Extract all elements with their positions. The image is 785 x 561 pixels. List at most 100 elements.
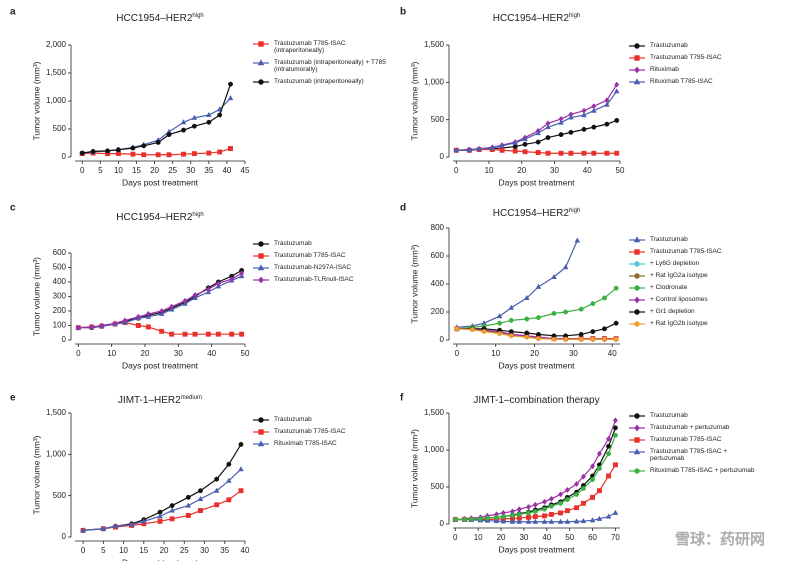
legend-item: Trastuzumab T785-ISAC [628,436,758,444]
marker [499,147,505,153]
marker [590,494,595,500]
marker [545,135,551,141]
marker [214,476,220,482]
marker [191,123,197,129]
marker [215,280,221,287]
legend-item: Trastuzumab-N297A-ISAC [252,264,392,272]
panel-label: f [400,393,404,404]
legend-swatch [629,78,645,85]
title-text: JIMT-1–HER2 [118,395,181,406]
marker [558,510,563,516]
marker [606,473,612,479]
marker [180,119,187,125]
marker [185,502,192,508]
panel-label: b [400,7,406,18]
x-tick-label: 25 [168,166,177,175]
marker [130,145,136,151]
legend-swatch [253,41,269,47]
marker [169,503,175,509]
y-tick-label: 0 [62,152,67,161]
marker [581,126,587,132]
y-axis-label: Tumor volume (mm³) [409,429,419,508]
legend-swatch [629,424,645,432]
marker [508,329,514,335]
marker [181,151,186,157]
x-tick-label: 20 [497,533,506,542]
marker [522,135,528,142]
marker [613,320,619,326]
marker [634,309,640,315]
marker [532,508,538,514]
marker [535,129,541,136]
marker [145,310,151,317]
legend-item: Trastuzumab T785-ISAC [628,54,753,62]
title-superscript: high [569,208,580,214]
marker [557,518,564,524]
marker [166,132,172,138]
y-tick-label: 100 [53,321,67,330]
legend-item: Trastuzumab T785-ISAC [252,252,392,260]
marker [182,297,188,304]
x-tick-label: 35 [204,166,213,175]
marker [634,55,640,61]
y-tick-label: 1,000 [424,77,445,86]
marker [568,114,574,120]
chart-title: HCC1954–HER2high [493,13,581,24]
x-tick-label: 0 [80,166,85,175]
x-tick-label: 60 [588,533,597,542]
legend-label: Trastuzumab T785-ISAC [650,54,722,61]
marker [568,150,574,156]
legend-label: + Control liposomes [650,296,708,303]
legend-label: Trastuzumab T785-ISAC [274,428,346,435]
series-line [82,97,231,154]
marker [500,518,507,524]
legend-item: Trastuzumab T785-ISAC [628,248,753,256]
marker [580,500,586,506]
series-line [456,240,578,328]
marker [516,511,522,517]
legend-item: + Ly6G depletion [628,260,753,268]
legend-label: Trastuzumab T785-ISAC [274,252,346,259]
marker [574,505,579,511]
x-tick-label: 10 [485,166,494,175]
marker [564,518,571,524]
legend-swatch [629,468,645,474]
marker [225,477,232,483]
marker [217,149,223,155]
x-tick-label: 50 [616,166,625,175]
marker [191,151,197,157]
marker [500,514,506,520]
marker [198,508,203,513]
x-tick-label: 25 [180,546,189,555]
marker [239,270,245,277]
legend: Trastuzumab Trastuzumab T785-ISAC Rituxima… [628,42,753,90]
marker [604,121,610,127]
marker [228,81,233,87]
legend-item: + Clodronate [628,284,753,292]
x-tick-label: 0 [455,349,460,358]
x-axis-label: Days post treatment [122,177,199,187]
marker [192,331,198,337]
marker [634,437,640,443]
marker [197,495,204,501]
marker [508,304,515,310]
marker [535,139,541,145]
marker [613,88,620,94]
marker [634,249,640,255]
x-tick-label: 30 [174,349,183,358]
marker [558,150,564,156]
marker [122,317,128,324]
marker [558,132,564,138]
x-axis-label: Days post treatment [122,360,199,370]
marker [169,516,175,522]
marker [606,435,612,442]
marker [213,487,220,493]
panel-label: c [10,203,16,214]
marker [169,303,175,310]
marker [258,276,264,284]
marker [548,503,554,509]
legend-swatch [629,273,645,279]
x-tick-label: 0 [453,533,458,542]
marker [633,448,641,455]
x-tick-label: 20 [517,166,526,175]
